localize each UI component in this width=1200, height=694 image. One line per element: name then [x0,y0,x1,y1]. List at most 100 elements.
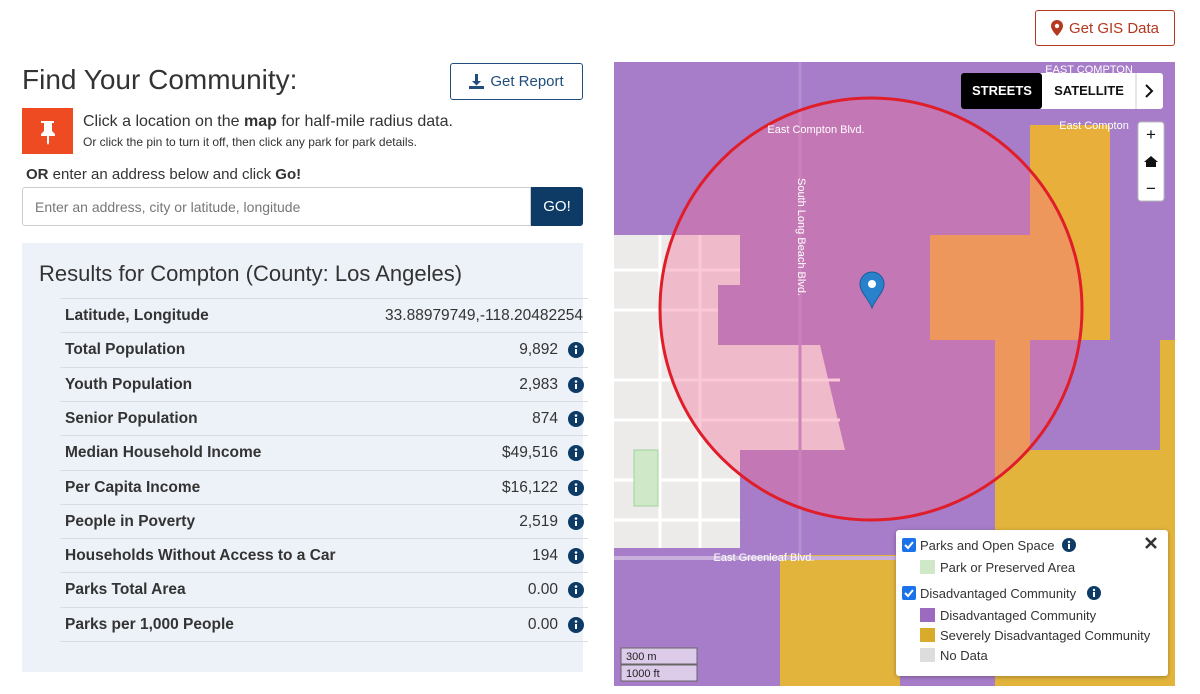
no-data-area [614,235,845,548]
radius-circle [658,96,1084,522]
address-placeholder: Enter an address, city or latitude, long… [35,198,301,215]
result-row: Median Household Income $49,516 [60,435,588,470]
scale-bar [620,664,698,682]
result-label: Per Capita Income [65,478,201,496]
expand-arrow[interactable] [1145,84,1154,98]
result-label: Latitude, Longitude [65,307,209,324]
info-icon[interactable] [1062,538,1076,552]
row-divider [60,641,588,642]
info-icon[interactable] [568,342,584,359]
info-icon[interactable] [568,582,584,599]
zoom-out[interactable]: − [1146,179,1156,198]
instruction-bold: map [243,113,277,130]
info-icon[interactable] [568,445,584,462]
result-row: Households Without Access to a Car 194 [60,538,588,573]
result-label: Senior Population [65,409,198,427]
result-row: Senior Population 874 [60,400,588,436]
scale-label: 1000 ft [626,668,660,680]
result-label: Parks Total Area [65,581,186,599]
gis-button[interactable]: Get GIS Data [1035,10,1175,46]
result-value: 2,519 [519,512,558,530]
instruction-text: Click a location on the [83,113,244,130]
result-value: 0.00 [527,615,558,633]
map[interactable]: EAST COMPTON East Compton Blvd. East Com… [614,62,1175,686]
result-label: Median Household Income [65,444,262,462]
legend-swatch [920,648,935,662]
result-value: $16,122 [501,478,558,496]
result-label: Parks per 1,000 People [65,615,234,633]
legend-swatch [920,628,935,642]
map-label: East Compton [1059,120,1129,132]
instruction: Click a location on the map for half-mil… [83,113,453,131]
map-label: East Greenleaf Blvd. [714,552,815,564]
result-row: Per Capita Income $16,122 [60,469,588,505]
result-row: Latitude, Longitude 33.88979749,-118.2048… [60,298,588,333]
pin-toggle[interactable] [22,108,73,154]
legend-close[interactable] [1144,536,1158,550]
info-icon[interactable] [568,548,584,565]
severe-area [930,125,1110,450]
streets-label: STREETS [972,83,1032,98]
result-value: 194 [532,547,558,565]
legend-item: Park or Preserved Area [940,560,1076,575]
result-label: Households Without Access to a Car [65,547,336,565]
gis-button-label: Get GIS Data [1068,19,1160,37]
legend-item: Disadvantaged Community [940,608,1097,623]
zoom-in[interactable]: + [1146,125,1156,144]
result-value: 9,892 [519,341,558,359]
finder-title: Find Your Community: [22,64,298,95]
address-input[interactable]: Enter an address, city or latitude, long… [22,187,531,226]
prompt-text: enter an address below and click [48,166,276,183]
satellite-label[interactable]: SATELLITE [1054,83,1124,98]
pin-icon [1050,20,1063,36]
scale-label: 300 m [626,651,657,663]
go-button-label: GO! [543,198,571,215]
map-label: South Long Beach Blvd. [795,178,807,296]
report-button-label: Get Report [490,73,564,90]
info-icon[interactable] [568,479,584,496]
legend-item: Severely Disadvantaged Community [940,628,1151,643]
result-value: 0.00 [527,581,558,599]
legend-group: Parks and Open Space [920,538,1055,553]
instruction-text: for half-mile radius data. [276,113,453,130]
streets-button[interactable] [961,73,1042,109]
go-button[interactable]: GO! [531,187,583,226]
map-label: East Compton Blvd. [767,124,864,136]
info-icon[interactable] [568,376,584,393]
result-value: 33.88979749,-118.20482254 [385,307,583,324]
result-label: People in Poverty [65,512,196,530]
result-row: Parks Total Area 0.00 [60,572,588,607]
info-icon[interactable] [1087,586,1101,600]
download-icon [469,74,485,89]
home-button[interactable] [1144,156,1158,167]
info-icon[interactable] [568,616,584,633]
info-icon[interactable] [568,410,584,427]
pin-toggle-icon [41,121,55,145]
info-icon[interactable] [568,513,584,530]
result-value: 2,983 [519,375,558,393]
report-button[interactable]: Get Report [450,63,583,100]
address-prompt: OR enter an address below and click Go! [26,166,301,183]
result-label: Youth Population [65,375,193,393]
legend: Parks and Open Space Park or Preserved A… [896,530,1168,676]
legend-group: Disadvantaged Community [920,586,1077,601]
legend-item: No Data [940,648,988,663]
legend-swatch [920,560,935,574]
results-title: Results for Compton (County: Los Angeles… [39,261,463,286]
scale-bar [620,647,698,665]
results-panel: Results for Compton (County: Los Angeles… [22,243,588,672]
severe-area [1160,340,1175,450]
result-value: 874 [532,409,558,427]
prompt-bold: OR [26,166,49,183]
instruction-sub: Or click the pin to turn it off, then cl… [83,135,417,149]
legend-swatch [920,608,935,622]
result-row: People in Poverty 2,519 [60,503,588,539]
prompt-bold: Go! [275,166,302,183]
result-row: Total Population 9,892 [60,332,588,367]
result-label: Total Population [65,341,186,359]
location-pin[interactable] [859,271,885,310]
checkbox[interactable] [902,538,916,552]
checkbox[interactable] [902,586,916,600]
result-row: Youth Population 2,983 [60,366,588,402]
